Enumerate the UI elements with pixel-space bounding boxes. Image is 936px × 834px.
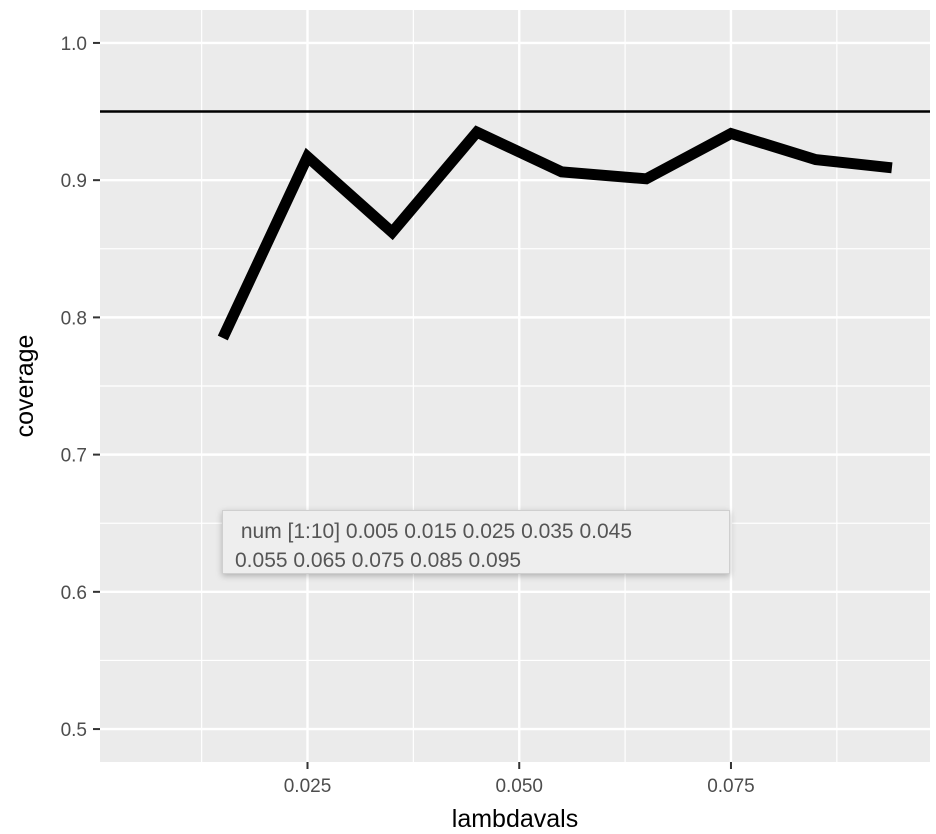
y-tick-label: 0.8 [61,308,87,329]
x-axis-title: lambdavals [452,805,578,833]
x-tick-label: 0.025 [284,776,332,797]
value-tooltip: num [1:10] 0.005 0.015 0.025 0.035 0.045… [222,510,730,574]
y-tick-label: 0.5 [61,720,87,741]
x-axis: 0.025 0.050 0.075 [284,762,755,797]
x-tick-label: 0.075 [707,776,755,797]
x-tick-label: 0.050 [495,776,543,797]
y-tick-label: 1.0 [61,34,87,55]
y-axis-title: coverage [11,335,39,438]
y-axis: 0.5 0.6 0.7 0.8 0.9 1.0 [61,34,100,741]
y-tick-label: 0.9 [61,171,87,192]
y-tick-label: 0.6 [61,583,87,604]
y-tick-label: 0.7 [61,446,87,467]
